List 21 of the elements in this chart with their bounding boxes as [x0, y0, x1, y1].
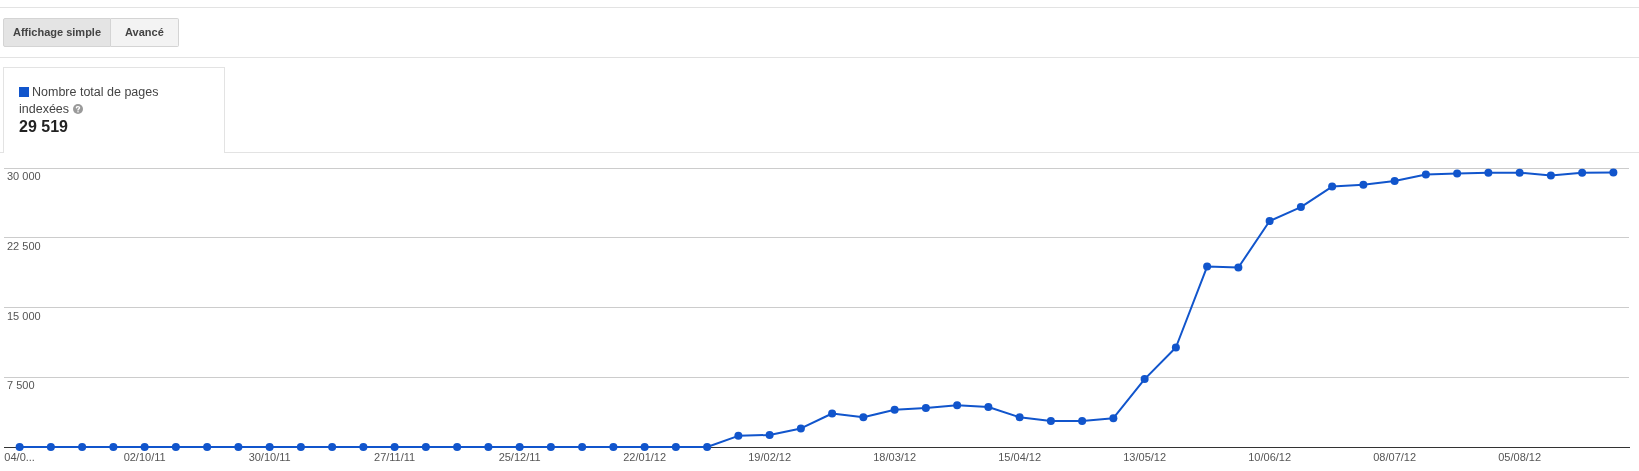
x-tick-label: 22/01/12 [623, 450, 667, 463]
x-tick-label: 30/10/11 [248, 450, 291, 463]
y-tick-label: 7 500 [7, 379, 35, 392]
button: Affichage simple [3, 18, 112, 47]
y-tick-label: 15 000 [7, 309, 41, 322]
x-tick-label: 10/06/12 [1248, 450, 1292, 463]
x-tick-label: 04/0... [4, 450, 35, 463]
x-tick-label: 19/02/12 [748, 450, 792, 463]
x-tick-label: 13/05/12 [1123, 450, 1167, 463]
x-tick-label: 08/07/12 [1373, 450, 1417, 463]
x-tick-label: 15/04/12 [998, 450, 1042, 463]
x-tick-label: 18/03/12 [873, 450, 917, 463]
y-tick-label: 30 000 [7, 170, 41, 183]
y-tick-label: 22 500 [7, 239, 41, 252]
text: 29 519 [19, 118, 68, 136]
x-tick-label: 05/08/12 [1498, 450, 1542, 463]
legend-label: Nombre total de pages indexées [19, 85, 159, 116]
button: Avancé [111, 18, 179, 47]
x-tick-label: 25/12/11 [498, 450, 541, 463]
x-tick-label: 27/11/11 [374, 450, 416, 463]
x-tick-label: 02/10/11 [123, 450, 166, 463]
